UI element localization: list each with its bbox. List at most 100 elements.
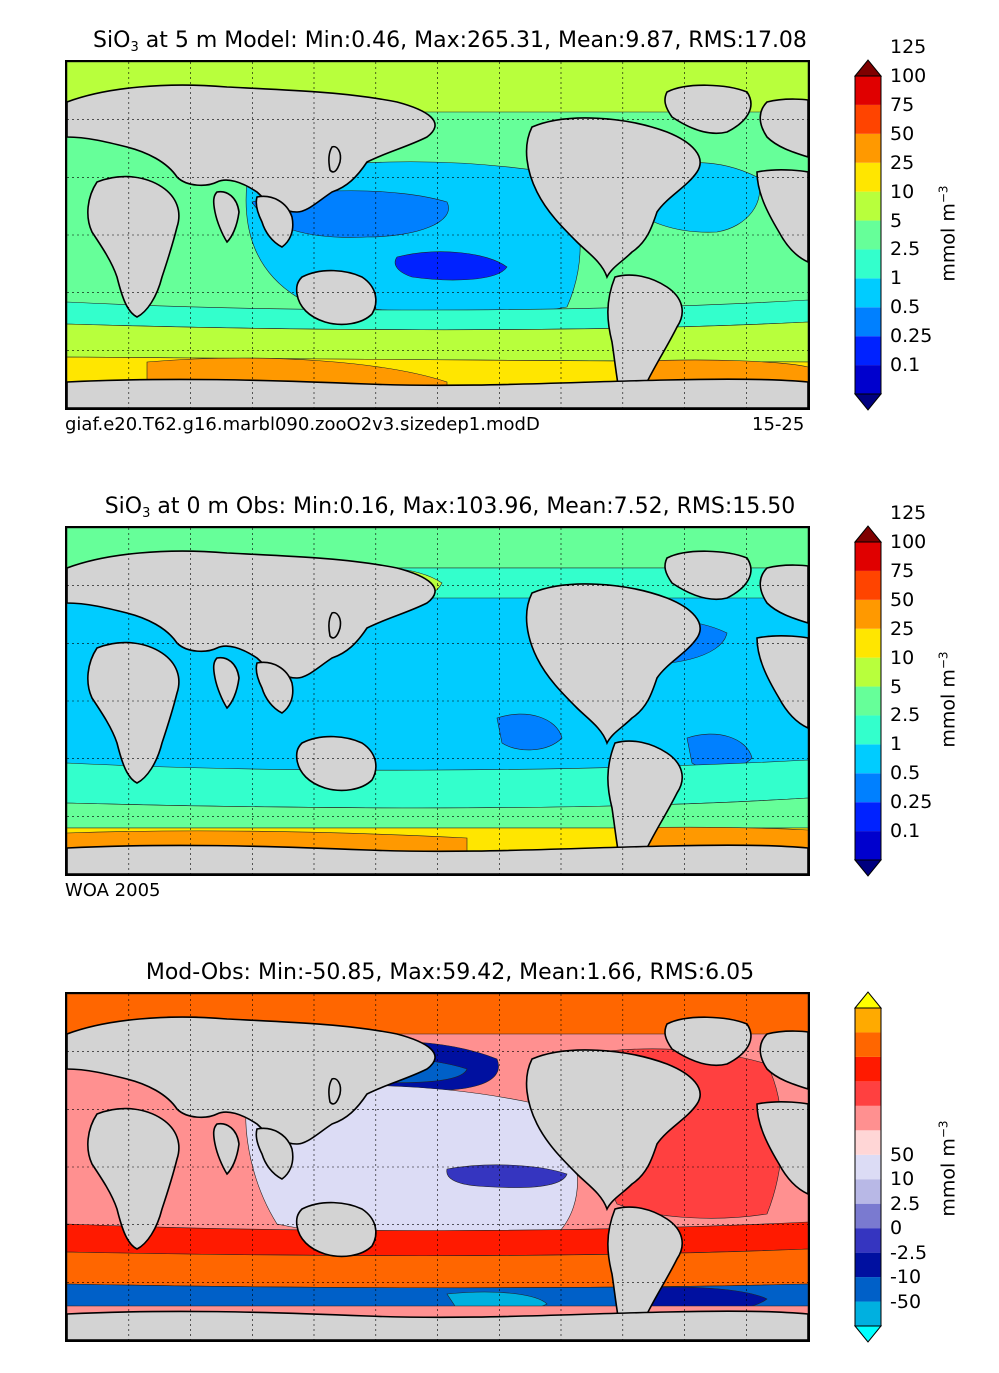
obs-map-land-africa: [87, 641, 180, 784]
difference-map-land-greenland: [664, 1016, 752, 1067]
colorbar1-tick-label: 2.5: [890, 238, 921, 261]
colorbar2-band-11: [855, 542, 881, 571]
difference-map-land-africaR: [756, 1101, 808, 1195]
colorbar2-tick-label: 2.5: [890, 704, 921, 727]
colorbar1-tick-label: 25: [890, 151, 915, 174]
obs-map-land-india: [212, 656, 240, 710]
colorbar2-tick-label: 0.25: [890, 791, 933, 814]
panel1-title-suffix: at 5 m Model: Min:0.46, Max:265.31, Mean…: [138, 28, 807, 53]
difference-map-land-eurasiaE: [759, 1030, 808, 1090]
obs-map-land-eurasia: [67, 550, 436, 679]
colorbar2-tick-label: 0.1: [890, 820, 921, 843]
panel2-title: SiO3 at 0 m Obs: Min:0.16, Max:103.96, M…: [0, 494, 900, 521]
panel3-title-text: Mod-Obs: Min:-50.85, Max:59.42, Mean:1.6…: [145, 960, 755, 985]
panel1-unit-exp: −3: [936, 185, 951, 204]
model-map-land-eurasiaE: [759, 98, 808, 158]
colorbar1-tick-label: 0.5: [890, 296, 921, 319]
obs-map-land-africaR: [756, 635, 808, 729]
panel2-caption-left: WOA 2005: [65, 880, 161, 901]
concentration-colorbar-2: [853, 525, 883, 877]
panel1-title-prefix: SiO: [93, 28, 131, 53]
obs-map-land-seAsia: [255, 661, 294, 714]
colorbar3-band-12: [855, 1032, 881, 1057]
colorbar3-tick-label: -10: [890, 1266, 922, 1289]
colorbar3-band-6: [855, 1179, 881, 1204]
colorbar3-frame: [854, 1007, 882, 1327]
model-map: [65, 60, 810, 410]
colorbar2-tick-label: 1: [890, 733, 903, 756]
colorbar2-tick-label: 10: [890, 646, 915, 669]
colorbar3-tick-label: 2.5: [890, 1192, 921, 1215]
colorbar3-band-3: [855, 1252, 881, 1278]
colorbar3-band-4: [855, 1228, 881, 1253]
colorbar1-frame: [854, 75, 882, 395]
difference-map-land-americasN: [525, 1049, 701, 1212]
colorbar3-tick-label: 50: [890, 1143, 915, 1166]
model-map-svg: [67, 62, 808, 408]
colorbar3-band-2: [855, 1277, 881, 1302]
colorbar2-tick-label: 100: [890, 531, 927, 553]
difference-map-land-seAsia: [255, 1127, 294, 1180]
colorbar2-tick-label: 75: [890, 559, 915, 582]
obs-map-land-americasN: [525, 583, 701, 746]
model-map-land-seAsia: [255, 195, 294, 248]
colorbar3-tick-label: 0: [890, 1217, 903, 1240]
colorbar2-tick-label: 125: [890, 502, 927, 525]
colorbar1-band-4: [855, 278, 881, 308]
model-map-land-americasN: [525, 117, 701, 280]
difference-map-svg: [67, 994, 808, 1340]
panel2-title-suffix: at 0 m Obs: Min:0.16, Max:103.96, Mean:7…: [150, 494, 796, 519]
colorbar2-frame: [854, 541, 882, 861]
colorbar3-tick-label: -2.5: [890, 1241, 928, 1264]
colorbar1-svg: [853, 59, 883, 411]
colorbar2-tick-label: 25: [890, 617, 915, 640]
panel1-caption-left: giaf.e20.T62.g16.marbl090.zooO2v3.sizede…: [65, 414, 540, 435]
colorbar2-band-4: [855, 744, 881, 774]
colorbar1-band-3: [855, 307, 881, 337]
panel2-unit-exp: −3: [936, 651, 951, 670]
colorbar1-band-10: [855, 104, 881, 134]
colorbar1-tick-label: 75: [890, 93, 915, 116]
panel3-unit-exp: −3: [936, 1120, 951, 1139]
colorbar2-band-3: [855, 773, 881, 803]
colorbar1-band-6: [855, 220, 881, 250]
colorbar1-max-arrow: [853, 59, 883, 77]
panel1-title: SiO3 at 5 m Model: Min:0.46, Max:265.31,…: [0, 28, 900, 55]
difference-colorbar: [853, 991, 883, 1343]
colorbar1-band-8: [855, 162, 881, 192]
obs-map-land-eurasiaE: [759, 564, 808, 624]
colorbar3-tick-label: 10: [890, 1168, 915, 1191]
colorbar1-tick-label: 5: [890, 209, 903, 232]
model-map-land-japan: [328, 145, 342, 173]
colorbar3-band-10: [855, 1081, 881, 1106]
colorbar2-band-10: [855, 570, 881, 600]
model-map-land-eurasia: [67, 84, 436, 213]
obs-map-land-australia: [295, 735, 377, 792]
colorbar2-max-arrow: [853, 525, 883, 543]
obs-map-land-greenland: [664, 550, 752, 601]
panel2-unit-label: mmol m−3: [937, 651, 960, 747]
colorbar2-band-2: [855, 802, 881, 832]
colorbar1-band-9: [855, 133, 881, 163]
difference-map-land-india: [212, 1122, 240, 1176]
colorbar2-tick-label: 50: [890, 588, 915, 611]
panel2-unit-base: mmol m: [937, 669, 960, 748]
colorbar1-tick-label: 0.25: [890, 325, 933, 348]
difference-map-ocean-band-5: [446, 1164, 568, 1188]
difference-map-land-japan: [328, 1077, 342, 1105]
colorbar1-tick-label: 10: [890, 180, 915, 203]
panel1-unit-label: mmol m−3: [937, 185, 960, 281]
colorbar2-band-8: [855, 628, 881, 658]
panel1-caption-right: 15-25: [752, 414, 805, 435]
colorbar2-tick-label: 5: [890, 675, 903, 698]
obs-map-svg: [67, 528, 808, 874]
colorbar1-tick-label: 0.1: [890, 354, 921, 377]
colorbar1-band-1: [855, 365, 881, 394]
colorbar1-band-5: [855, 249, 881, 279]
difference-map-land-eurasia: [67, 1016, 436, 1145]
obs-map-ocean-band-5: [496, 713, 563, 751]
colorbar1-tick-label: 1: [890, 267, 903, 290]
colorbar3-band-9: [855, 1105, 881, 1131]
colorbar2-tick-label: 0.5: [890, 762, 921, 785]
colorbar3-band-11: [855, 1056, 881, 1082]
